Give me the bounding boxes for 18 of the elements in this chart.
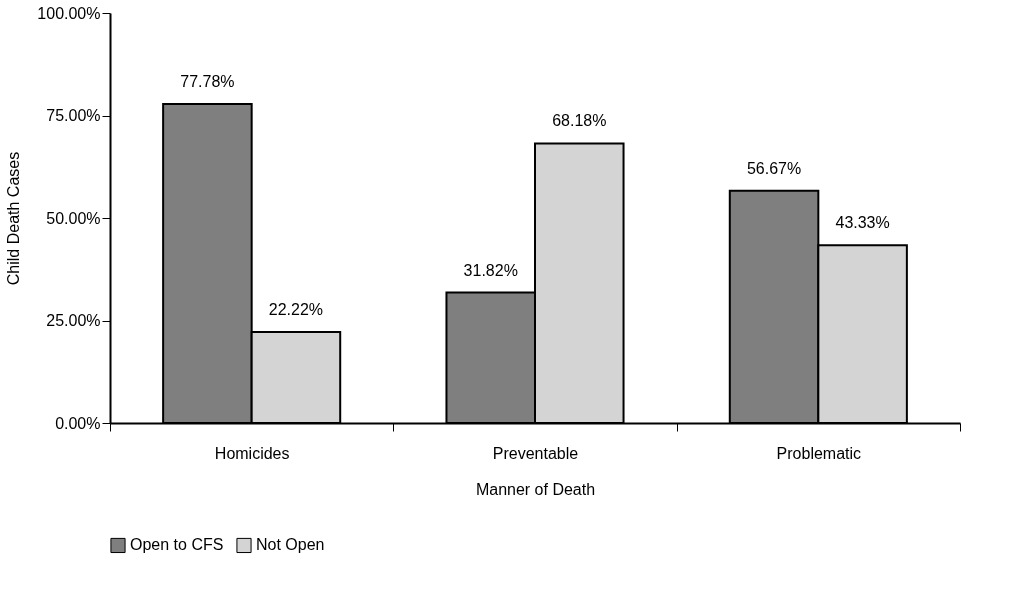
data-label: 56.67% xyxy=(746,159,802,177)
data-label: 77.78% xyxy=(180,73,235,91)
data-label: 43.33% xyxy=(835,214,890,232)
y-tick-label: 50.00% xyxy=(46,209,101,227)
data-label: 68.18% xyxy=(552,112,607,130)
data-label: 31.82% xyxy=(463,261,518,279)
legend-label: Open to CFS xyxy=(130,536,224,554)
x-tick-label: Preventable xyxy=(492,444,579,462)
y-tick-label: 75.00% xyxy=(46,107,101,124)
y-tick-label: 100.00% xyxy=(37,4,101,22)
x-tick-label: Homicides xyxy=(214,444,290,462)
x-tick-label: Problematic xyxy=(776,444,862,462)
legend-label: Not Open xyxy=(256,536,325,554)
x-axis-title: Manner of Death xyxy=(475,480,596,498)
y-axis-title: Child Death Cases xyxy=(5,151,23,286)
y-tick-label: 0.00% xyxy=(55,414,101,432)
data-label: 22.22% xyxy=(268,300,324,318)
y-tick-label: 25.00% xyxy=(46,312,101,329)
